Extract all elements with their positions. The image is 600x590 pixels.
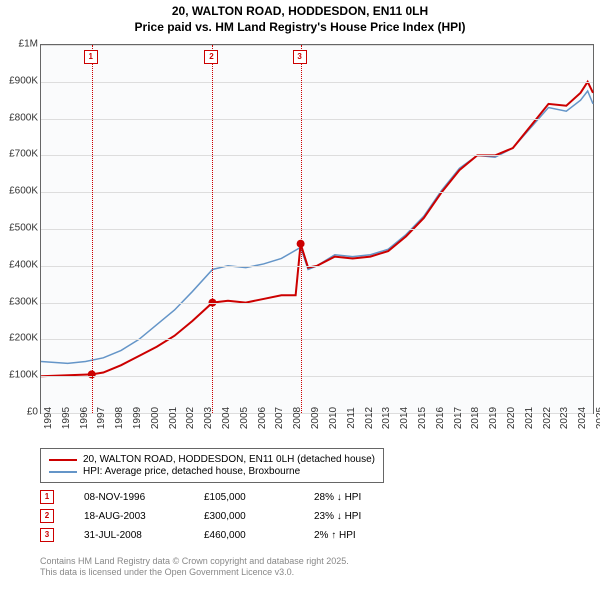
x-tick-label: 2019 (488, 407, 499, 429)
x-tick-label: 2004 (221, 407, 232, 429)
x-tick-label: 2012 (364, 407, 375, 429)
row-price: £300,000 (204, 511, 284, 522)
attribution-line-2: This data is licensed under the Open Gov… (40, 567, 349, 578)
row-pct: 2% ↑ HPI (314, 530, 394, 541)
y-tick-label: £600K (9, 186, 38, 197)
legend-label: HPI: Average price, detached house, Brox… (83, 466, 300, 477)
plot-area (40, 44, 594, 414)
sale-marker-1: 1 (84, 50, 98, 64)
title-line-1: 20, WALTON ROAD, HODDESDON, EN11 0LH (0, 4, 600, 20)
x-tick-label: 2017 (453, 407, 464, 429)
x-tick-label: 1999 (132, 407, 143, 429)
sale-marker-3: 3 (293, 50, 307, 64)
x-tick-label: 2000 (150, 407, 161, 429)
x-tick-label: 2010 (328, 407, 339, 429)
y-tick-label: £200K (9, 333, 38, 344)
x-tick-label: 2014 (399, 407, 410, 429)
sale-marker-2: 2 (204, 50, 218, 64)
x-tick-label: 2011 (346, 407, 357, 429)
legend-item: HPI: Average price, detached house, Brox… (49, 466, 375, 477)
row-pct: 28% ↓ HPI (314, 492, 394, 503)
y-tick-label: £100K (9, 370, 38, 381)
x-tick-label: 2022 (542, 407, 553, 429)
y-tick-label: £700K (9, 149, 38, 160)
table-row: 3 31-JUL-2008 £460,000 2% ↑ HPI (40, 528, 394, 542)
attribution: Contains HM Land Registry data © Crown c… (40, 556, 349, 578)
x-tick-label: 2005 (239, 407, 250, 429)
x-tick-label: 2009 (310, 407, 321, 429)
attribution-line-1: Contains HM Land Registry data © Crown c… (40, 556, 349, 567)
x-tick-label: 2013 (381, 407, 392, 429)
row-pct: 23% ↓ HPI (314, 511, 394, 522)
title-line-2: Price paid vs. HM Land Registry's House … (0, 20, 600, 36)
chart-title: 20, WALTON ROAD, HODDESDON, EN11 0LH Pri… (0, 0, 600, 35)
row-date: 18-AUG-2003 (84, 511, 174, 522)
legend-swatch (49, 471, 77, 473)
y-tick-label: £900K (9, 75, 38, 86)
legend-label: 20, WALTON ROAD, HODDESDON, EN11 0LH (de… (83, 454, 375, 465)
row-date: 31-JUL-2008 (84, 530, 174, 541)
x-tick-label: 1994 (43, 407, 54, 429)
x-tick-label: 2006 (257, 407, 268, 429)
x-tick-label: 2015 (417, 407, 428, 429)
x-tick-label: 2003 (203, 407, 214, 429)
x-tick-label: 1996 (79, 407, 90, 429)
x-tick-label: 2008 (292, 407, 303, 429)
row-date: 08-NOV-1996 (84, 492, 174, 503)
series-line (41, 91, 593, 363)
y-tick-label: £500K (9, 223, 38, 234)
row-marker: 2 (40, 509, 54, 523)
x-tick-label: 2024 (577, 407, 588, 429)
legend-swatch (49, 459, 77, 461)
x-tick-label: 2018 (470, 407, 481, 429)
x-tick-label: 2002 (185, 407, 196, 429)
table-row: 1 08-NOV-1996 £105,000 28% ↓ HPI (40, 490, 394, 504)
row-marker: 1 (40, 490, 54, 504)
x-tick-label: 2020 (506, 407, 517, 429)
x-tick-label: 2023 (559, 407, 570, 429)
x-tick-label: 1998 (114, 407, 125, 429)
row-price: £105,000 (204, 492, 284, 503)
x-tick-label: 1997 (96, 407, 107, 429)
x-tick-label: 2025 (595, 407, 600, 429)
table-row: 2 18-AUG-2003 £300,000 23% ↓ HPI (40, 509, 394, 523)
y-tick-label: £800K (9, 112, 38, 123)
sales-table: 1 08-NOV-1996 £105,000 28% ↓ HPI 2 18-AUG-200… (40, 490, 394, 547)
legend: 20, WALTON ROAD, HODDESDON, EN11 0LH (de… (40, 448, 384, 483)
legend-item: 20, WALTON ROAD, HODDESDON, EN11 0LH (de… (49, 454, 375, 465)
x-tick-label: 1995 (61, 407, 72, 429)
x-tick-label: 2001 (168, 407, 179, 429)
y-tick-label: £1M (19, 39, 38, 50)
row-marker: 3 (40, 528, 54, 542)
chart-container: 20, WALTON ROAD, HODDESDON, EN11 0LH Pri… (0, 0, 600, 590)
y-tick-label: £0 (27, 407, 38, 418)
x-tick-label: 2016 (435, 407, 446, 429)
x-tick-label: 2007 (274, 407, 285, 429)
y-tick-label: £300K (9, 296, 38, 307)
row-price: £460,000 (204, 530, 284, 541)
x-tick-label: 2021 (524, 407, 535, 429)
y-tick-label: £400K (9, 259, 38, 270)
